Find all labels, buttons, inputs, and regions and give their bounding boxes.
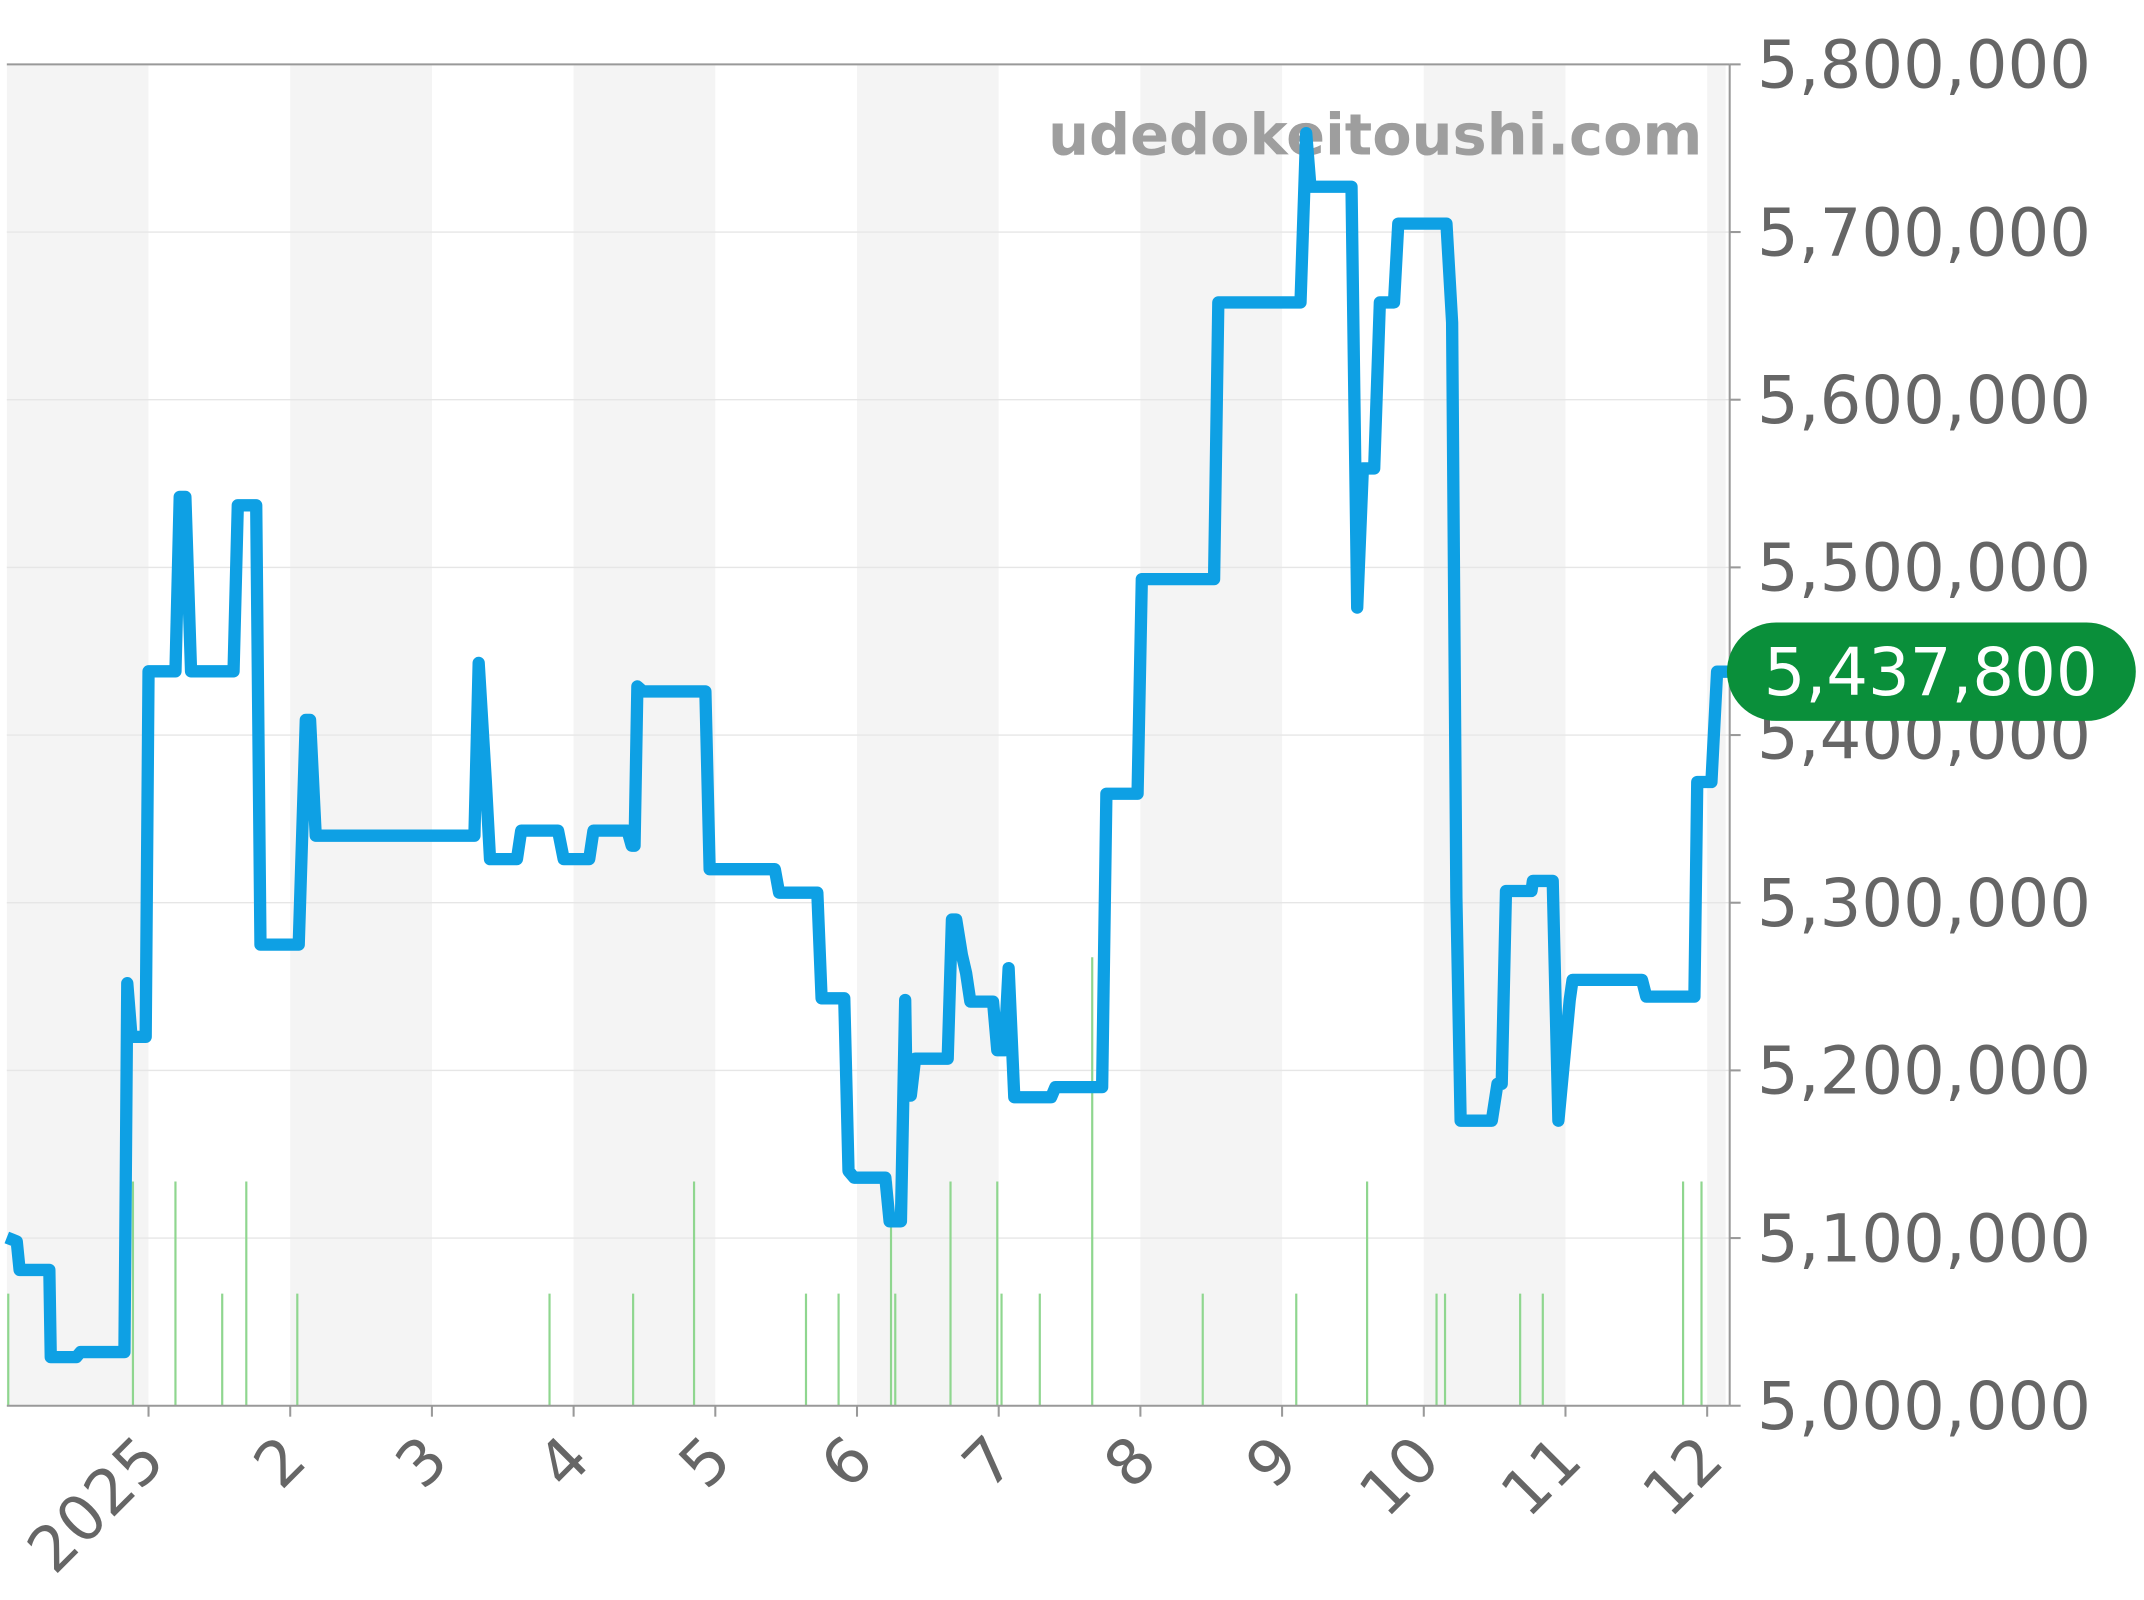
y-tick-label: 5,700,000 — [1757, 195, 2091, 271]
price-badge — [1726, 622, 2136, 721]
x-tick-label: 10 — [1345, 1422, 1453, 1530]
price-line — [4, 126, 1728, 1364]
y-tick-label: 5,200,000 — [1757, 1034, 2091, 1110]
y-tick-label: 5,300,000 — [1757, 866, 2091, 942]
x-tick-label: 8 — [1090, 1422, 1170, 1502]
x-tick-label: 9 — [1232, 1422, 1312, 1502]
watermark: udedokeitoushi.com — [1048, 102, 1702, 169]
x-tick-label: 11 — [1487, 1422, 1595, 1530]
x-tick-label: 7 — [949, 1422, 1029, 1502]
x-tick-label: 6 — [807, 1422, 887, 1502]
y-tick-label: 5,500,000 — [1757, 531, 2091, 607]
y-tick-label: 5,100,000 — [1757, 1201, 2091, 1277]
y-tick-label: 5,800,000 — [1757, 28, 2091, 104]
x-tick-label: 12 — [1629, 1422, 1737, 1530]
x-tick-label: 2025 — [14, 1422, 179, 1587]
x-tick-label: 3 — [382, 1422, 462, 1502]
y-tick-label: 5,000,000 — [1757, 1369, 2091, 1445]
x-tick-label: 2 — [240, 1422, 320, 1502]
x-tick-label: 4 — [523, 1422, 603, 1502]
x-tick-label: 5 — [665, 1422, 745, 1502]
price-badge-label: 5,437,800 — [1764, 635, 2098, 711]
y-tick-label: 5,600,000 — [1757, 363, 2091, 439]
